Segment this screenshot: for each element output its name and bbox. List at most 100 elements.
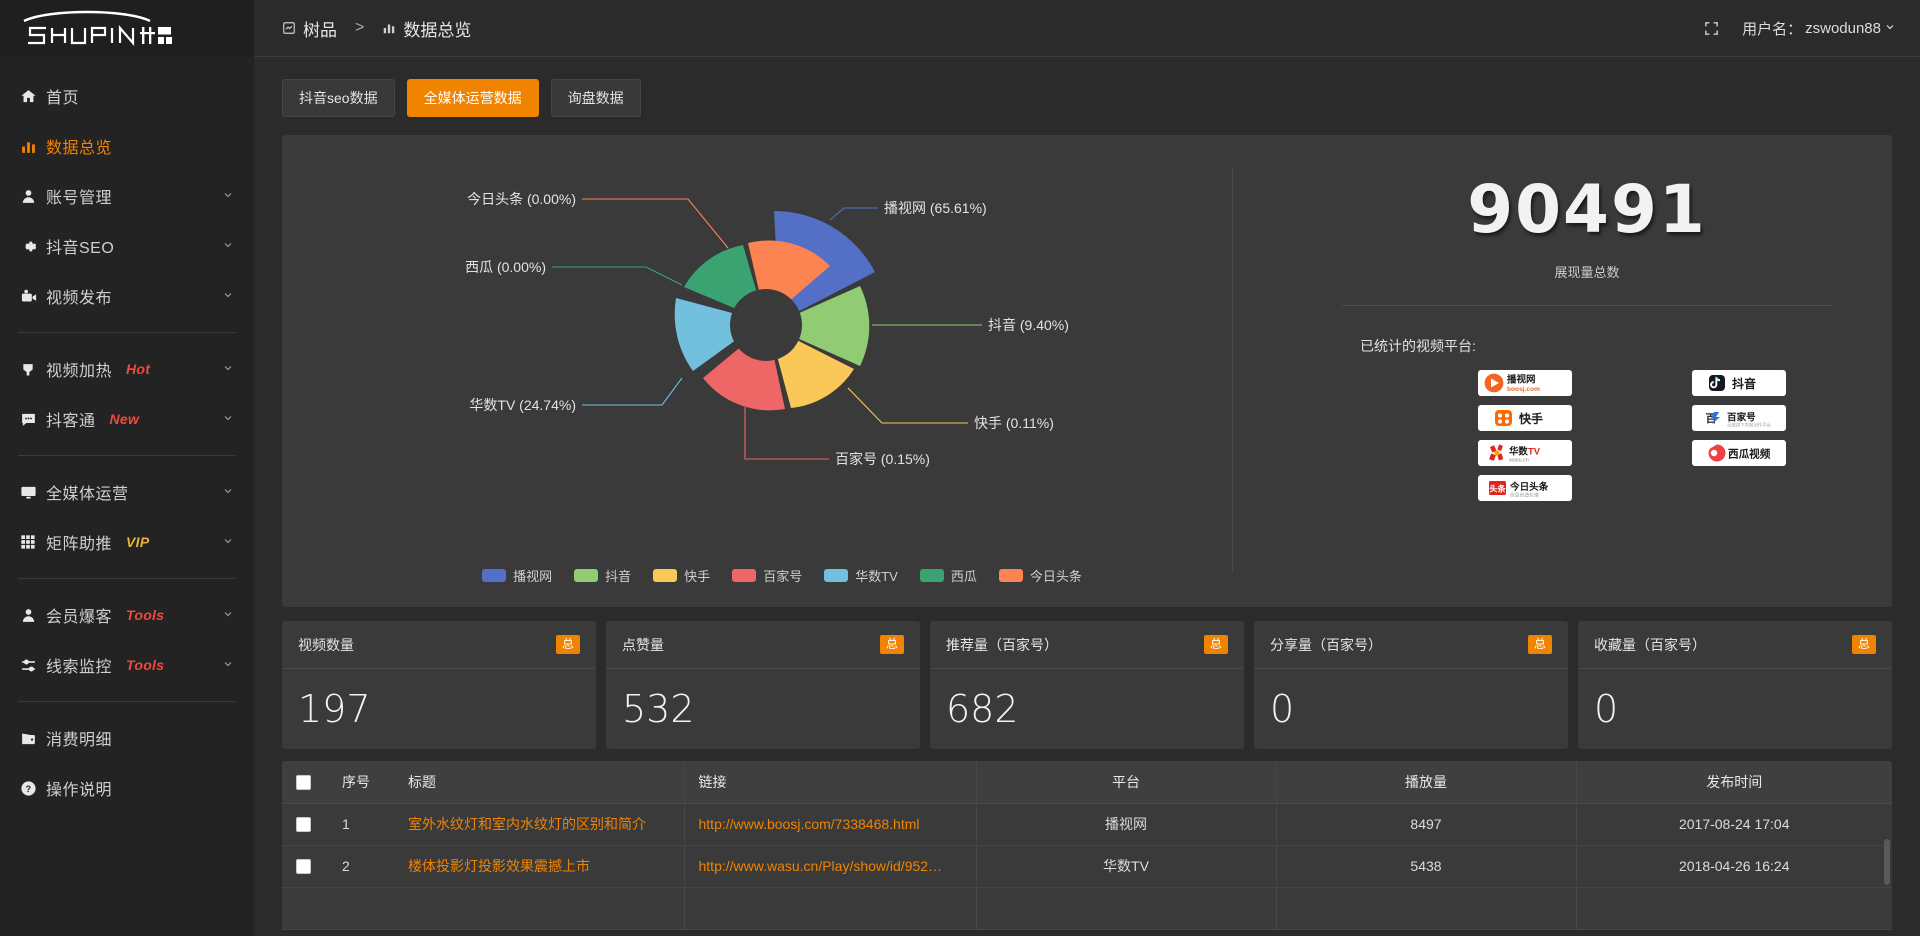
platform-list-title: 已统计的视频平台: <box>1360 338 1476 354</box>
svg-text:boosj.com: boosj.com <box>1507 386 1540 393</box>
breadcrumb: 树品 > 数据总览 <box>282 16 471 41</box>
legend-label: 抖音 <box>605 569 632 584</box>
member-icon <box>20 607 46 624</box>
row-link[interactable]: http://www.boosj.com/7338468.html <box>683 803 976 846</box>
svg-text:信息创造价值: 信息创造价值 <box>1510 492 1539 499</box>
square-chart-icon <box>282 21 296 35</box>
row-link[interactable] <box>683 887 976 930</box>
question-circle-icon: ? <box>20 780 46 797</box>
row-checkbox[interactable] <box>296 817 311 833</box>
monitor-icon <box>20 484 46 501</box>
brand-logo[interactable] <box>0 0 254 57</box>
rocket-icon <box>20 361 46 378</box>
legend-label: 快手 <box>684 569 711 584</box>
legend-label: 西瓜 <box>950 569 977 584</box>
legend-label: 播视网 <box>513 569 553 584</box>
chevron-down-icon <box>222 485 234 499</box>
tab-inquiry[interactable]: 询盘数据 <box>550 79 641 117</box>
sidebar-item-member-leads[interactable]: 会员爆客 Tools <box>0 590 254 640</box>
total-impressions-value: 90491 <box>1467 171 1707 248</box>
legend-label: 百家号 <box>763 569 803 584</box>
card-value: 0 <box>1594 687 1619 731</box>
sidebar-item-label: 账号管理 <box>46 190 113 207</box>
home-icon <box>20 88 46 105</box>
row-publish-time: 2018-04-26 16:24 <box>1575 845 1892 888</box>
sidebar-item-douketong[interactable]: 抖客通 New <box>0 394 254 444</box>
chevron-down-icon <box>1884 20 1896 37</box>
stat-card-share: 分享量（百家号） 总 0 <box>1254 621 1568 749</box>
svg-text:wasu.cn: wasu.cn <box>1508 458 1529 464</box>
table-header-index[interactable]: 序号 <box>328 761 394 804</box>
chart-label-baijiahao: 百家号 (0.15%) <box>835 451 930 467</box>
row-title[interactable]: 室外水纹灯和室内水纹灯的区别和简介 <box>394 803 684 846</box>
card-badge-total: 总 <box>1203 635 1228 654</box>
breadcrumb-root[interactable]: 树品 <box>282 16 337 41</box>
legend-item-boshiwang[interactable]: 播视网 <box>482 566 552 585</box>
legend-item-toutiao[interactable]: 今日头条 <box>998 566 1082 585</box>
row-checkbox[interactable] <box>296 859 311 875</box>
chart-labels: 播视网 (65.61%) 抖音 (9.40%) 快手 (0.11%) 百家号 (… <box>465 191 1069 467</box>
card-header: 视频数量 总 <box>282 621 596 669</box>
sidebar-item-lead-monitor[interactable]: 线索监控 Tools <box>0 640 254 690</box>
main-area: 树品 > 数据总览 用户名： zswodun88 <box>254 0 1920 936</box>
svg-text:?: ? <box>26 784 32 794</box>
select-all-checkbox[interactable] <box>296 775 311 791</box>
table-header-plays[interactable]: 播放量 <box>1275 761 1576 804</box>
fullscreen-icon[interactable] <box>1703 20 1720 37</box>
legend-item-xigua[interactable]: 西瓜 <box>919 566 977 585</box>
legend-item-baijiahao[interactable]: 百家号 <box>732 566 802 585</box>
table-header-publish-time[interactable]: 发布时间 <box>1575 761 1892 804</box>
total-impressions-label: 展现量总数 <box>1554 265 1620 280</box>
sidebar-item-omni-media[interactable]: 全媒体运营 <box>0 467 254 517</box>
sidebar-item-video-publish[interactable]: 视频发布 <box>0 271 254 321</box>
card-header: 点赞量 总 <box>606 621 920 669</box>
grid-icon <box>20 534 46 550</box>
legend-item-kuaishou[interactable]: 快手 <box>653 566 710 585</box>
chart-label-wasutv: 华数TV (24.74%) <box>469 397 576 413</box>
legend-item-douyin[interactable]: 抖音 <box>574 566 631 585</box>
chart-slices <box>674 210 875 411</box>
gear-icon <box>20 238 46 255</box>
svg-text:华数: 华数 <box>1509 446 1528 457</box>
user-menu[interactable]: 用户名： zswodun88 <box>1742 18 1896 39</box>
table-row[interactable]: 1 室外水纹灯和室内水纹灯的区别和简介 http://www.boosj.com… <box>282 803 1892 846</box>
chart-label-toutiao: 今日头条 (0.00%) <box>467 191 576 207</box>
chevron-down-icon <box>222 289 234 303</box>
sidebar-item-help[interactable]: ? 操作说明 <box>0 763 254 813</box>
card-title: 分享量（百家号） <box>1270 636 1382 653</box>
row-title[interactable] <box>394 887 684 930</box>
sidebar-divider <box>18 701 236 702</box>
tab-omni-media-ops[interactable]: 全媒体运营数据 <box>406 79 539 117</box>
card-title: 推荐量（百家号） <box>946 636 1058 653</box>
table-header-title[interactable]: 标题 <box>394 761 684 804</box>
table-header-link[interactable]: 链接 <box>683 761 976 804</box>
sidebar-item-billing[interactable]: 消费明细 <box>0 713 254 763</box>
video-upload-icon <box>20 288 46 305</box>
platform-rose-chart[interactable]: 播视网 (65.61%) 抖音 (9.40%) 快手 (0.11%) 百家号 (… <box>282 135 1282 555</box>
sidebar-item-matrix-boost[interactable]: 矩阵助推 VIP <box>0 517 254 567</box>
breadcrumb-root-label: 树品 <box>303 20 337 40</box>
chevron-down-icon <box>222 658 234 672</box>
user-name-value: zswodun88 <box>1805 19 1881 37</box>
legend-swatch <box>998 569 1023 582</box>
row-plays <box>1275 887 1576 930</box>
svg-text:播视网: 播视网 <box>1507 374 1536 386</box>
row-platform: 华数TV <box>975 845 1276 888</box>
legend-item-wasutv[interactable]: 华数TV <box>824 566 898 585</box>
sidebar-item-account-management[interactable]: 账号管理 <box>0 171 254 221</box>
sidebar-item-home[interactable]: 首页 <box>0 71 254 121</box>
tab-douyin-seo[interactable]: 抖音seo数据 <box>282 79 395 117</box>
legend-swatch <box>653 569 678 582</box>
table-scrollbar[interactable] <box>1884 839 1890 885</box>
row-link[interactable]: http://www.wasu.cn/Play/show/id/952… <box>683 845 976 888</box>
card-value: 0 <box>1270 687 1295 731</box>
sidebar-item-data-overview[interactable]: 数据总览 <box>0 121 254 171</box>
table-row[interactable] <box>282 887 1892 930</box>
sidebar-item-video-boost[interactable]: 视频加热 Hot <box>0 344 254 394</box>
table-row[interactable]: 2 楼体投影灯投影效果震撼上市 http://www.wasu.cn/Play/… <box>282 845 1892 888</box>
svg-text:今日头条: 今日头条 <box>1509 481 1549 493</box>
stat-card-video-count: 视频数量 总 197 <box>282 621 596 749</box>
table-header-platform[interactable]: 平台 <box>975 761 1276 804</box>
sidebar-item-douyin-seo[interactable]: 抖音SEO <box>0 221 254 271</box>
row-title[interactable]: 楼体投影灯投影效果震撼上市 <box>394 845 684 888</box>
